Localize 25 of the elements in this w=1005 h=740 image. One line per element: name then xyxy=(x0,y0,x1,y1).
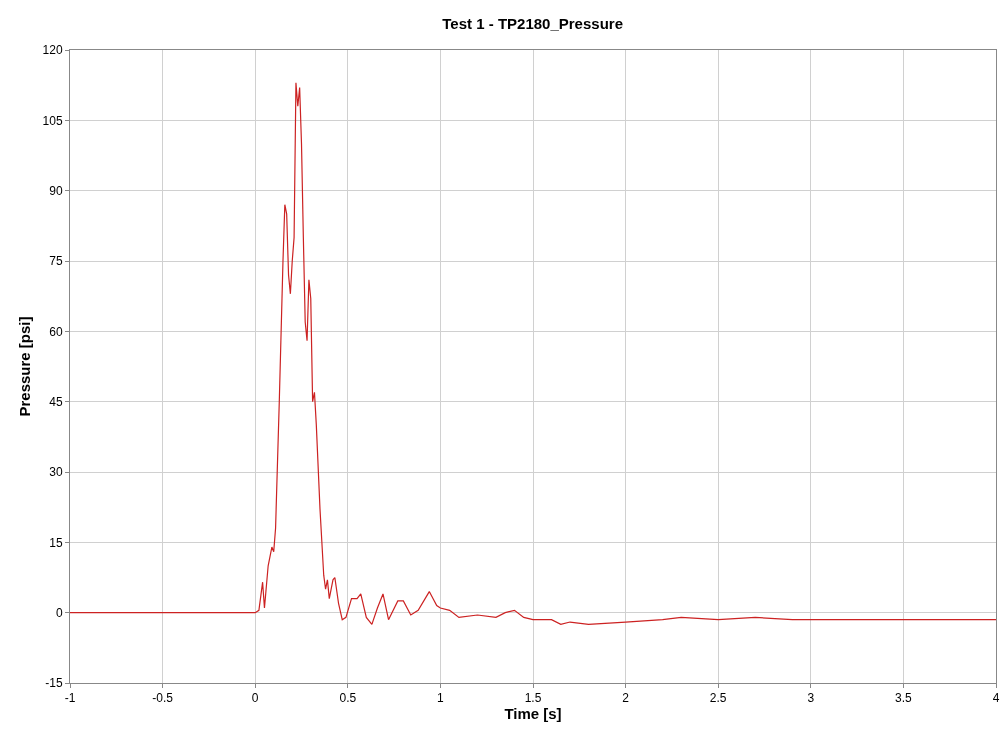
x-tick-label: 1.5 xyxy=(524,691,542,706)
chart-title: Test 1 - TP2180_Pressure xyxy=(442,15,623,32)
x-tick-label: 3 xyxy=(807,691,815,706)
y-axis-title: Pressure [psi] xyxy=(15,316,33,417)
y-tick-label: 60 xyxy=(49,324,63,339)
y-tick-label: 90 xyxy=(49,183,63,198)
y-tick-label: 15 xyxy=(49,535,63,550)
x-tick-label: -0.5 xyxy=(152,691,174,706)
x-tick-label: 0.5 xyxy=(339,691,357,706)
y-tick-label: 120 xyxy=(42,43,63,58)
x-axis-title: Time [s] xyxy=(504,705,562,723)
x-tick-label: 3.5 xyxy=(895,691,913,706)
y-tick-label: 75 xyxy=(49,254,63,269)
y-tick-label: 45 xyxy=(49,394,63,409)
y-tick-label: 0 xyxy=(55,605,63,620)
x-tick-label: 2.5 xyxy=(709,691,727,706)
x-tick-label: -1 xyxy=(64,691,76,706)
x-tick-label: 4 xyxy=(992,691,1000,706)
y-tick-label: -15 xyxy=(45,676,63,691)
x-tick-label: 1 xyxy=(437,691,445,706)
x-tick-label: 0 xyxy=(251,691,259,706)
y-tick-label: 105 xyxy=(42,113,63,128)
y-tick-label: 30 xyxy=(49,465,63,480)
line-series xyxy=(70,82,996,625)
x-tick-label: 2 xyxy=(622,691,630,706)
